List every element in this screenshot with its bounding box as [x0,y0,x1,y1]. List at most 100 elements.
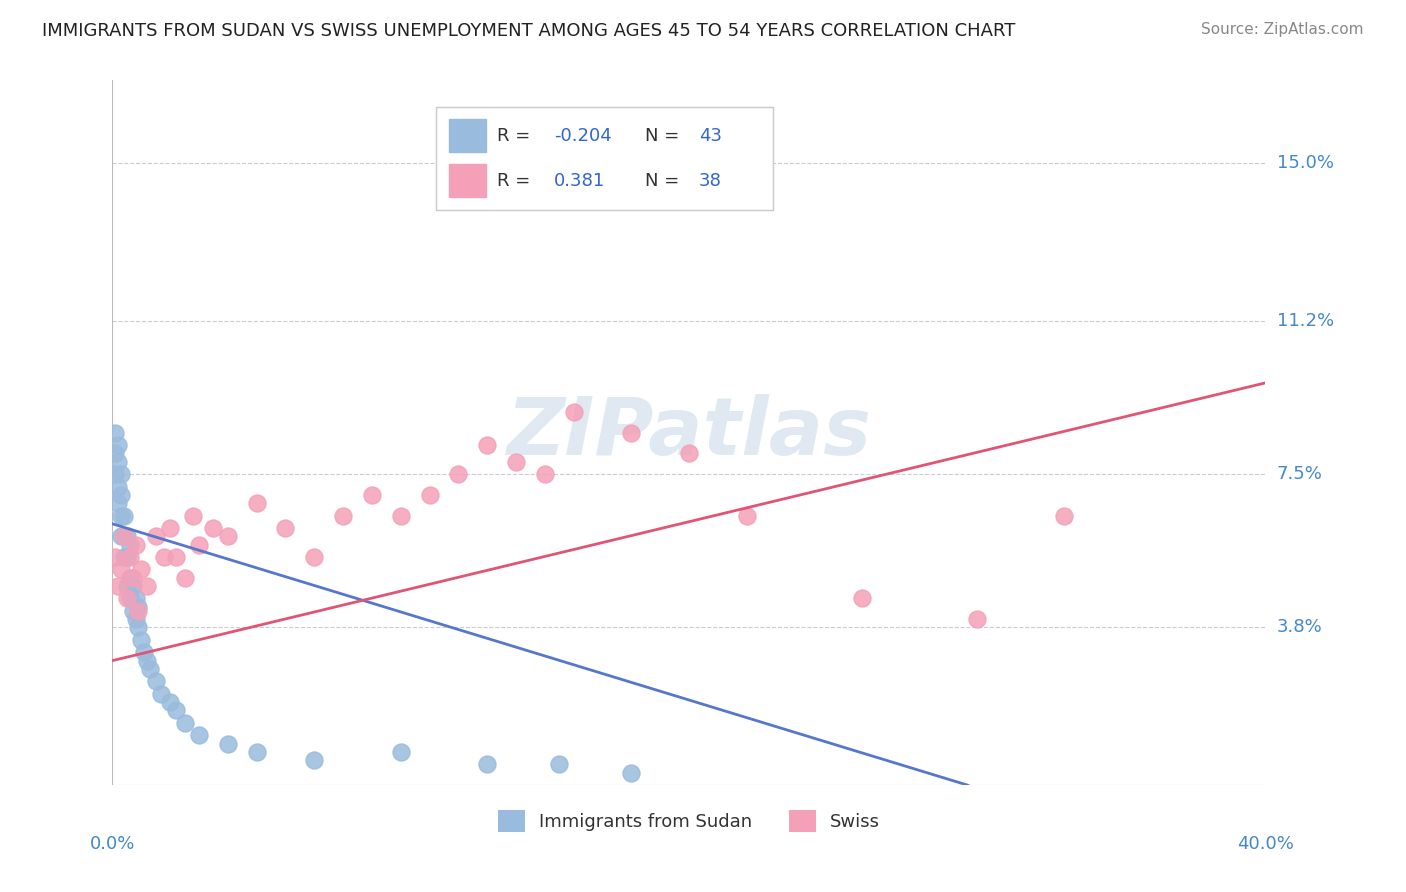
Point [127,604,149,618]
Point [136,654,159,668]
Point [104,549,127,564]
Point [165,703,187,717]
Point [107,438,129,452]
Point [274,521,297,535]
Point [129,562,153,576]
Point [419,488,441,502]
Point [447,467,470,481]
Text: 38: 38 [699,172,721,190]
Point [851,591,873,606]
Point [173,715,195,730]
Point [110,488,132,502]
Text: R =: R = [496,127,530,145]
Point [389,508,412,523]
Point [246,496,269,510]
Point [110,529,132,543]
Point [104,446,127,460]
Point [110,562,132,576]
Point [534,467,557,481]
Text: 0.0%: 0.0% [90,835,135,853]
Text: 40.0%: 40.0% [1237,835,1294,853]
Point [115,579,138,593]
Point [620,765,643,780]
Point [217,737,239,751]
Text: R =: R = [496,172,530,190]
Point [118,571,141,585]
Point [181,508,204,523]
Point [124,612,146,626]
Point [139,662,162,676]
Point [505,455,527,469]
Point [127,620,149,634]
Point [159,695,181,709]
Bar [450,120,486,153]
Point [620,425,643,440]
Point [188,728,211,742]
Point [159,521,181,535]
Point [150,687,173,701]
Point [110,467,132,481]
Point [966,612,988,626]
Point [217,529,239,543]
Point [115,549,138,564]
Text: ZIPatlas: ZIPatlas [506,393,872,472]
Point [153,549,176,564]
Point [548,757,571,772]
Point [304,549,326,564]
Point [107,579,129,593]
Point [188,537,211,551]
Text: Source: ZipAtlas.com: Source: ZipAtlas.com [1201,22,1364,37]
Point [112,549,135,564]
Point [121,579,143,593]
Text: 15.0%: 15.0% [1277,154,1334,172]
Point [134,645,156,659]
Point [389,745,412,759]
Point [124,537,146,551]
Point [107,479,129,493]
Text: 0.381: 0.381 [554,172,605,190]
Point [129,632,153,647]
Point [145,529,167,543]
Point [475,438,499,452]
Text: 7.5%: 7.5% [1277,465,1323,483]
Text: 11.2%: 11.2% [1277,311,1334,330]
Point [104,425,127,440]
Point [121,604,143,618]
Point [145,674,167,689]
Point [678,446,700,460]
Point [110,508,132,523]
Point [124,591,146,606]
Point [562,405,585,419]
Point [735,508,758,523]
Point [136,579,159,593]
Text: N =: N = [645,172,679,190]
Point [107,496,129,510]
Point [115,529,138,543]
Point [112,529,135,543]
Bar [450,164,486,197]
Point [165,549,187,564]
Point [127,599,149,614]
Point [246,745,269,759]
Point [475,757,499,772]
Text: N =: N = [645,127,679,145]
Text: 3.8%: 3.8% [1277,618,1323,637]
Legend: Immigrants from Sudan, Swiss: Immigrants from Sudan, Swiss [491,803,887,839]
Point [360,488,382,502]
Point [115,591,138,606]
Point [121,571,143,585]
Point [118,591,141,606]
Point [118,549,141,564]
Point [332,508,354,523]
Point [202,521,225,535]
Point [112,529,135,543]
Point [104,467,127,481]
Point [1053,508,1076,523]
Point [118,537,141,551]
Point [112,508,135,523]
Text: 43: 43 [699,127,723,145]
Point [107,455,129,469]
Point [304,753,326,767]
Text: IMMIGRANTS FROM SUDAN VS SWISS UNEMPLOYMENT AMONG AGES 45 TO 54 YEARS CORRELATIO: IMMIGRANTS FROM SUDAN VS SWISS UNEMPLOYM… [42,22,1015,40]
Text: -0.204: -0.204 [554,127,612,145]
